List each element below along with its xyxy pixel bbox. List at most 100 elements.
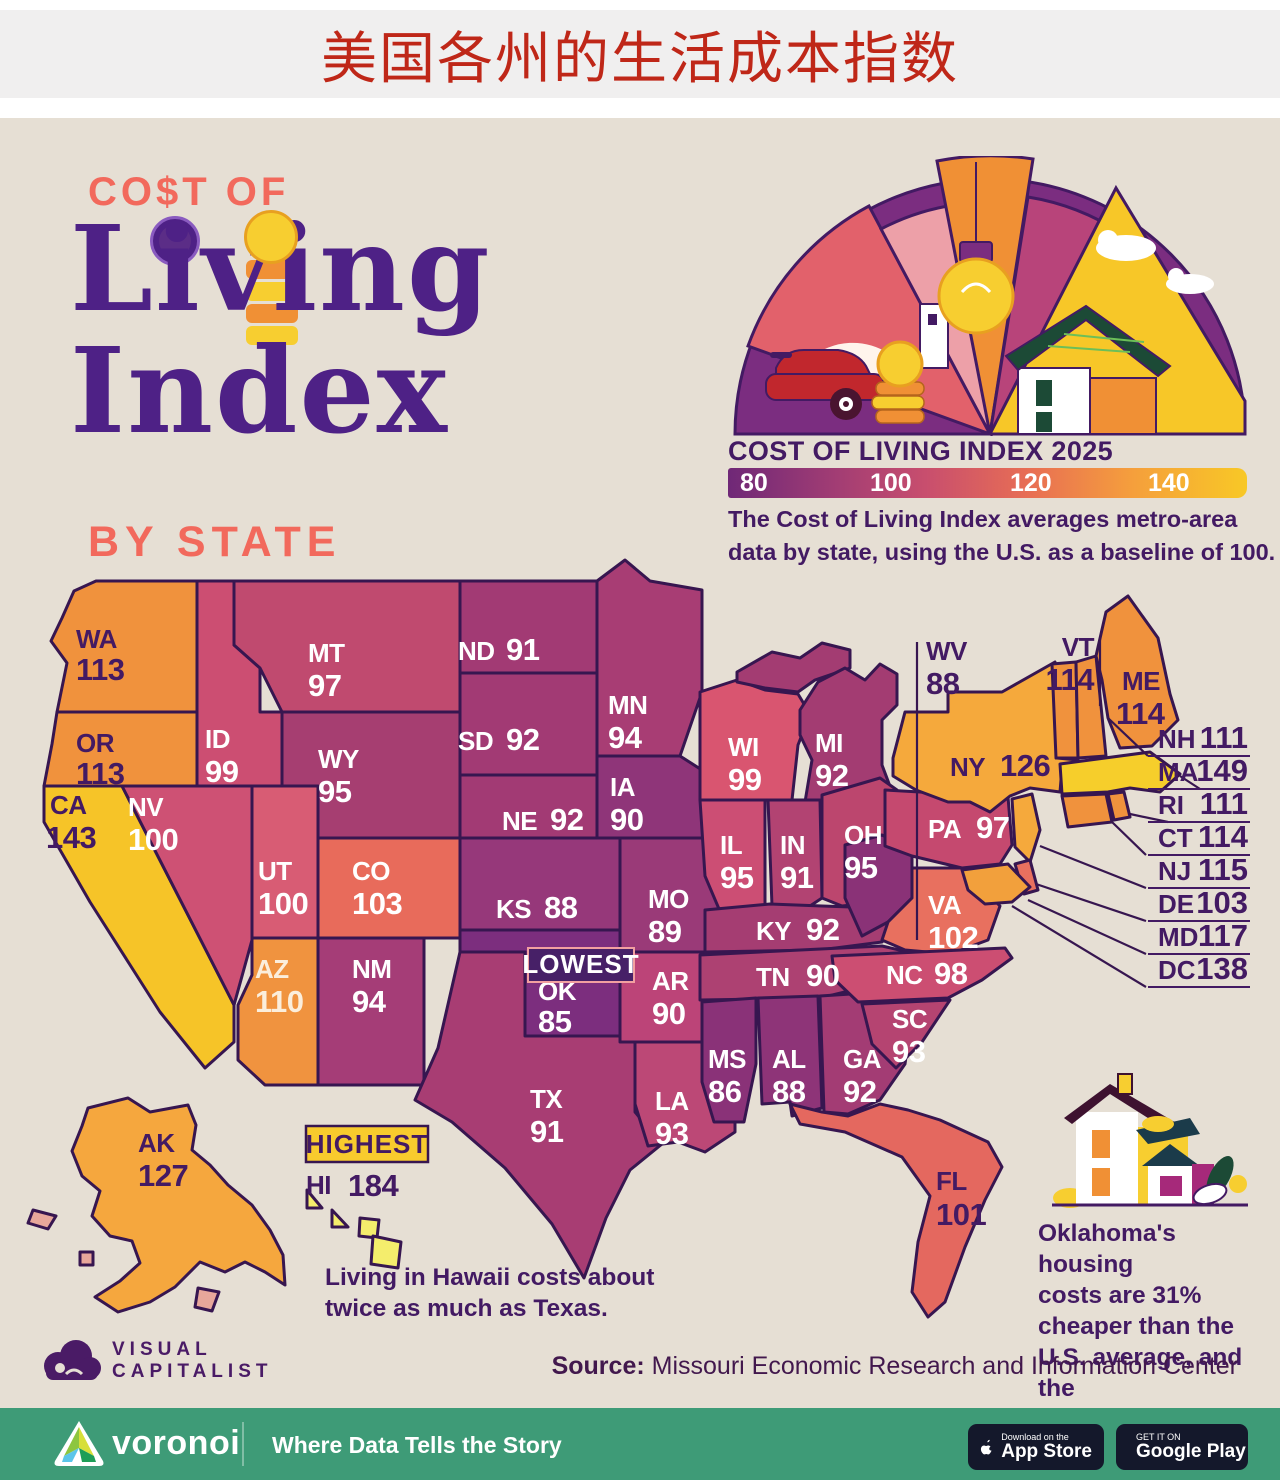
svg-text:113: 113 — [76, 652, 125, 687]
gold-coin-icon — [244, 210, 298, 264]
svg-text:MD: MD — [1158, 922, 1198, 952]
legend-gradient-bar: 80 100 120 140 — [728, 468, 1247, 498]
svg-text:CT: CT — [1158, 823, 1193, 853]
state-TX — [413, 950, 664, 1280]
svg-text:IA: IA — [610, 772, 636, 802]
svg-text:MO: MO — [648, 884, 689, 914]
svg-text:VT: VT — [1062, 632, 1095, 662]
state-SC — [860, 998, 952, 1070]
svg-text:WY: WY — [318, 744, 359, 774]
svg-text:NH: NH — [1158, 724, 1196, 754]
svg-text:99: 99 — [205, 754, 239, 789]
svg-text:103: 103 — [352, 886, 402, 921]
vc-cloud-icon — [44, 1340, 101, 1380]
svg-text:91: 91 — [780, 860, 814, 895]
title-by-state: BY STATE — [88, 518, 342, 566]
svg-text:127: 127 — [138, 1158, 188, 1193]
svg-text:MA: MA — [1158, 757, 1199, 787]
state-WA — [49, 579, 199, 714]
state-MI-upper — [735, 641, 852, 694]
legend-tick-80: 80 — [740, 469, 768, 497]
svg-text:114: 114 — [1116, 696, 1166, 731]
svg-text:HI: HI — [306, 1170, 331, 1200]
svg-text:115: 115 — [1198, 852, 1248, 887]
source-line: Source: Missouri Economic Research and I… — [551, 1352, 1238, 1380]
svg-text:NE: NE — [502, 806, 537, 836]
google-play-big-text: Google Play — [1136, 1441, 1246, 1462]
svg-text:114: 114 — [1045, 662, 1095, 697]
svg-text:110: 110 — [255, 984, 304, 1019]
google-play-button[interactable]: GET IT ON Google Play — [1116, 1424, 1248, 1470]
svg-text:AK: AK — [138, 1128, 175, 1158]
state-FL — [788, 1102, 1004, 1319]
svg-text:92: 92 — [806, 912, 839, 947]
white-leaf-icon — [1192, 1182, 1228, 1206]
svg-text:NM: NM — [352, 954, 391, 984]
svg-text:SD: SD — [458, 726, 493, 756]
svg-text:RI: RI — [1158, 790, 1184, 820]
state-labels: WA 113 OR 113 CA 143 NV 100 ID 99 MT 97 … — [46, 624, 1166, 1232]
state-AK — [70, 1096, 287, 1314]
app-store-button[interactable]: Download on the App Store — [968, 1424, 1104, 1470]
svg-text:90: 90 — [806, 958, 839, 993]
alaska-islets — [26, 1208, 221, 1313]
svg-text:98: 98 — [934, 956, 968, 991]
svg-text:LA: LA — [655, 1086, 689, 1116]
lightbulb-icon — [937, 162, 1015, 335]
state-KS — [458, 836, 622, 932]
svg-text:DE: DE — [1158, 889, 1194, 919]
svg-text:89: 89 — [648, 914, 682, 949]
svg-text:DC: DC — [1158, 955, 1196, 985]
us-map: WA 113 OR 113 CA 143 NV 100 ID 99 MT 97 … — [26, 558, 1250, 1319]
footer-bar: voronoi Where Data Tells the Story Downl… — [0, 1408, 1280, 1480]
pointer-lines — [915, 638, 1102, 940]
svg-text:ME: ME — [1122, 666, 1160, 696]
svg-text:OR: OR — [76, 728, 115, 758]
svg-text:94: 94 — [608, 720, 643, 755]
house-illustration — [1052, 1073, 1248, 1208]
state-AL — [756, 994, 824, 1118]
svg-text:TN: TN — [756, 962, 790, 992]
svg-text:UT: UT — [258, 856, 292, 886]
app-store-small-text: Download on the — [1001, 1432, 1069, 1442]
svg-text:NJ: NJ — [1158, 856, 1191, 886]
svg-text:99: 99 — [728, 762, 762, 797]
svg-text:WI: WI — [728, 732, 759, 762]
svg-text:MN: MN — [608, 690, 647, 720]
state-NJ — [1010, 792, 1042, 864]
svg-text:95: 95 — [720, 860, 754, 895]
svg-text:MI: MI — [815, 728, 843, 758]
svg-text:91: 91 — [530, 1114, 564, 1149]
svg-text:88: 88 — [772, 1074, 806, 1109]
svg-text:HIGHEST: HIGHEST — [306, 1129, 429, 1159]
svg-text:94: 94 — [352, 984, 387, 1019]
svg-text:NC: NC — [886, 960, 923, 990]
purple-coin-icon — [150, 216, 200, 266]
highest-badge: HIGHEST — [304, 1124, 430, 1164]
coin-stack-icon — [246, 260, 298, 352]
svg-text:GA: GA — [843, 1044, 882, 1074]
svg-text:FL: FL — [936, 1166, 967, 1196]
footer-divider — [242, 1422, 244, 1466]
fan-illustration — [733, 156, 1247, 436]
svg-text:TX: TX — [530, 1084, 563, 1114]
svg-text:90: 90 — [610, 802, 643, 837]
svg-text:117: 117 — [1198, 918, 1248, 953]
state-NC — [830, 946, 1014, 1004]
svg-text:184: 184 — [348, 1168, 399, 1203]
svg-text:103: 103 — [1196, 885, 1248, 920]
svg-text:111: 111 — [1200, 786, 1248, 821]
legend-tick-140: 140 — [1148, 469, 1190, 497]
svg-text:MS: MS — [708, 1044, 746, 1074]
house-icon — [1004, 304, 1172, 435]
svg-text:101: 101 — [936, 1197, 986, 1232]
svg-text:97: 97 — [976, 810, 1009, 845]
voronoi-logo-icon — [54, 1421, 104, 1466]
state-RI — [1106, 790, 1132, 822]
svg-text:IL: IL — [720, 830, 743, 860]
svg-text:149: 149 — [1196, 753, 1248, 788]
title-word-index: Index — [70, 321, 449, 460]
svg-text:KY: KY — [756, 916, 791, 946]
legend-tick-120: 120 — [1010, 469, 1052, 497]
